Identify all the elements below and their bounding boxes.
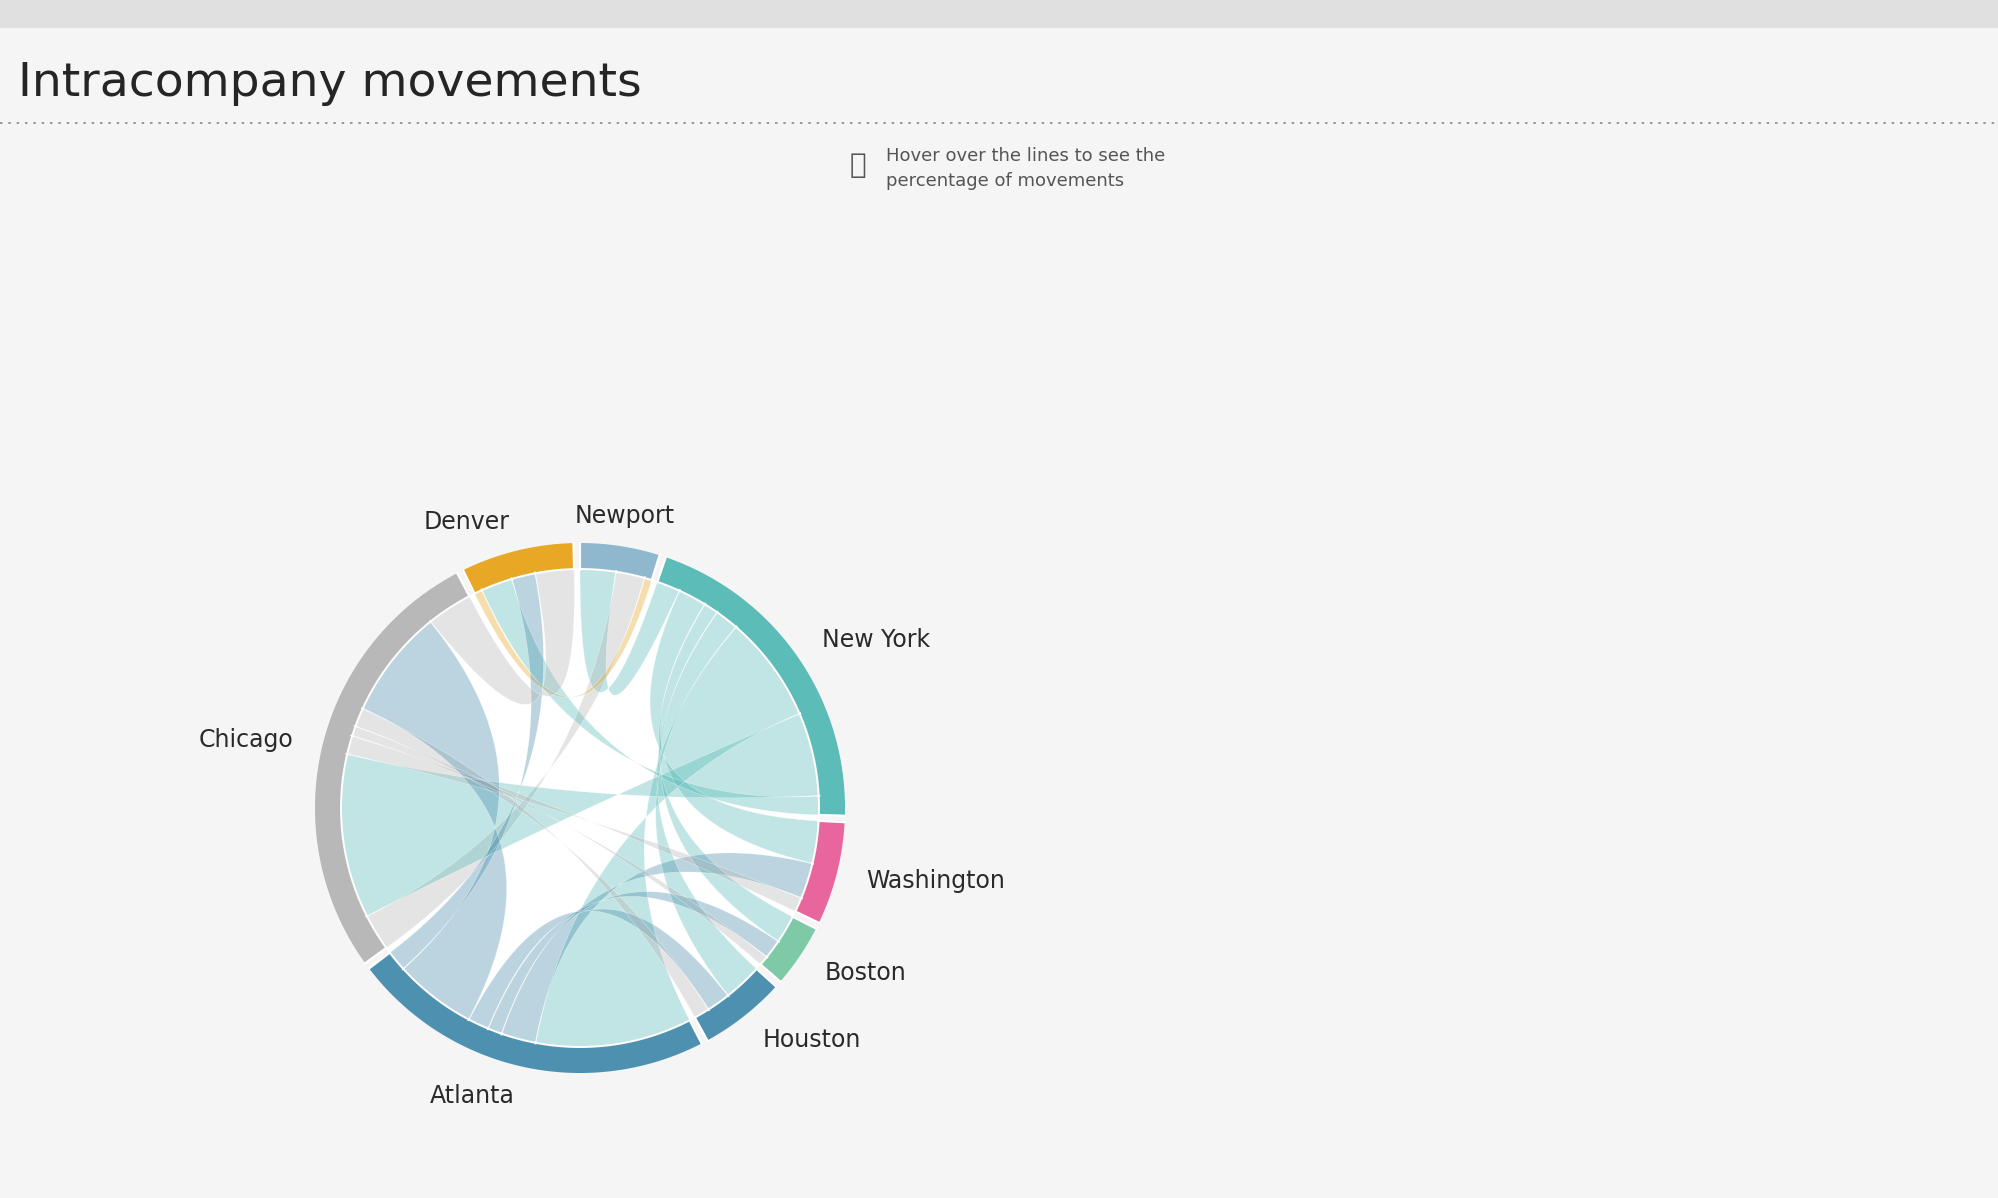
Text: Boston: Boston: [825, 961, 907, 985]
Text: Atlanta: Atlanta: [430, 1084, 515, 1108]
Polygon shape: [657, 557, 845, 816]
Polygon shape: [659, 605, 791, 940]
Polygon shape: [476, 579, 651, 697]
Polygon shape: [797, 821, 845, 922]
Polygon shape: [348, 737, 801, 910]
Polygon shape: [490, 891, 777, 1033]
Polygon shape: [761, 918, 815, 981]
Text: New York: New York: [823, 628, 931, 652]
Polygon shape: [655, 613, 755, 994]
Text: Houston: Houston: [763, 1028, 861, 1052]
Polygon shape: [432, 570, 573, 704]
Polygon shape: [390, 574, 543, 968]
Polygon shape: [368, 573, 643, 948]
Polygon shape: [364, 623, 507, 1018]
Polygon shape: [484, 580, 817, 815]
Text: Chicago: Chicago: [198, 728, 294, 752]
Text: Denver: Denver: [424, 509, 509, 533]
Text: ✋: ✋: [849, 151, 867, 179]
Polygon shape: [579, 570, 679, 695]
Polygon shape: [535, 628, 799, 1046]
Text: Intracompany movements: Intracompany movements: [18, 61, 641, 105]
Text: Washington: Washington: [865, 870, 1005, 894]
Polygon shape: [464, 543, 573, 593]
Polygon shape: [356, 709, 707, 1017]
Polygon shape: [470, 909, 727, 1028]
Polygon shape: [695, 969, 775, 1040]
Polygon shape: [342, 714, 817, 915]
Circle shape: [342, 569, 819, 1047]
Polygon shape: [649, 592, 817, 863]
Polygon shape: [370, 954, 701, 1073]
Polygon shape: [579, 543, 659, 579]
Text: Newport: Newport: [575, 504, 675, 528]
Polygon shape: [354, 727, 765, 964]
Polygon shape: [501, 853, 811, 1042]
Text: Hover over the lines to see the
percentage of movements: Hover over the lines to see the percenta…: [885, 147, 1165, 190]
Polygon shape: [316, 573, 470, 963]
Bar: [0, 0, 1998, 28]
